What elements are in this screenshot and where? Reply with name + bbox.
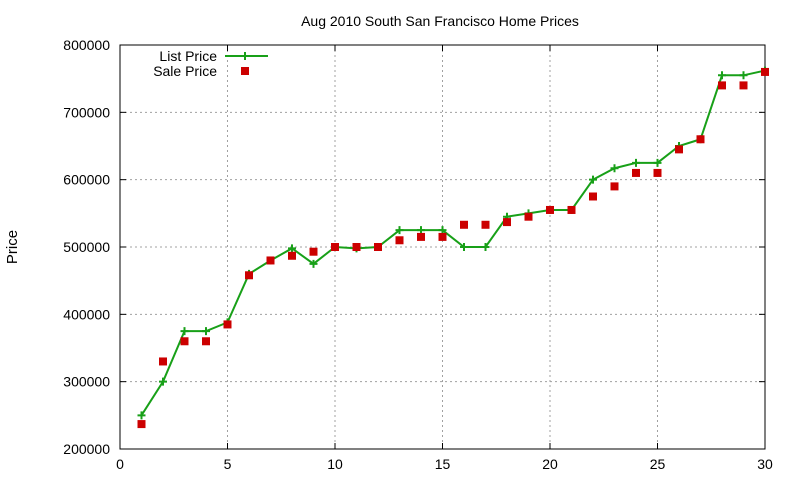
- legend-label-sale-price: Sale Price: [153, 63, 217, 79]
- sale-price-point: [309, 247, 318, 256]
- y-axis-label: Price: [4, 230, 21, 264]
- x-tick-label: 25: [650, 456, 666, 472]
- sale-price-point: [761, 67, 769, 76]
- list-price-point: [589, 175, 597, 184]
- sale-price-point: [546, 205, 554, 214]
- sale-price-point: [417, 232, 425, 241]
- legend: List Price Sale Price: [153, 48, 268, 79]
- list-price-point: [610, 164, 619, 173]
- x-tick-label: 5: [224, 456, 232, 472]
- y-tick-label: 400000: [63, 306, 110, 322]
- chart-title: Aug 2010 South San Francisco Home Prices: [301, 13, 579, 29]
- sale-price-point: [718, 81, 726, 90]
- sale-price-point: [675, 145, 683, 154]
- list-price-point: [395, 226, 404, 235]
- list-price-point: [417, 226, 425, 235]
- sale-price-point: [202, 337, 210, 346]
- legend-marker-list-price: [241, 52, 249, 60]
- grid-lines: [120, 45, 765, 449]
- y-tick-label: 300000: [63, 374, 110, 390]
- x-tick-label: 30: [757, 456, 773, 472]
- y-tick-label: 700000: [63, 104, 110, 120]
- sale-price-point: [266, 256, 275, 265]
- sale-price-point: [524, 212, 533, 221]
- list-price-point: [438, 226, 447, 235]
- sale-price-point: [610, 182, 619, 191]
- sale-price-point: [352, 243, 361, 251]
- sale-price-point: [159, 357, 167, 366]
- list-price-point: [632, 158, 640, 167]
- list-price-point: [718, 71, 726, 80]
- sale-price-point: [696, 135, 705, 144]
- list-price-point: [653, 158, 662, 167]
- x-tick-label: 20: [542, 456, 558, 472]
- sale-price-point: [374, 243, 382, 251]
- axis-ticks: 0 5 10 15 20 25 30 200000 300000 400000 500000 6000…: [63, 37, 773, 472]
- sale-price-point: [438, 232, 447, 241]
- list-price-point: [137, 411, 146, 420]
- sale-price-point: [245, 271, 253, 280]
- list-price-point: [180, 327, 189, 336]
- x-tick-label: 15: [435, 456, 451, 472]
- sale-price-point: [589, 192, 597, 201]
- sale-price-point: [653, 168, 662, 177]
- legend-label-list-price: List Price: [159, 48, 217, 64]
- sale-price-point: [503, 218, 511, 227]
- sale-price-point: [180, 337, 189, 346]
- list-price-point: [288, 244, 296, 253]
- list-price-point: [309, 259, 318, 268]
- x-tick-label: 0: [116, 456, 124, 472]
- sale-price-point: [632, 168, 640, 177]
- sale-price-point: [739, 81, 748, 90]
- y-tick-label: 800000: [63, 37, 110, 53]
- sale-price-point: [395, 236, 404, 245]
- list-price-point: [202, 327, 210, 336]
- sale-price-point: [137, 420, 146, 429]
- sale-price-point: [223, 320, 232, 329]
- sale-price-point: [567, 205, 576, 214]
- list-price-line: [140, 69, 766, 416]
- legend-marker-sale-price: [241, 67, 249, 75]
- sale-price-point: [481, 220, 490, 229]
- y-tick-label: 200000: [63, 441, 110, 457]
- list-price-point: [460, 243, 468, 251]
- sale-price-point: [288, 251, 296, 260]
- y-tick-label: 600000: [63, 172, 110, 188]
- y-tick-label: 500000: [63, 239, 110, 255]
- sale-price-point: [331, 243, 339, 251]
- x-tick-label: 10: [327, 456, 343, 472]
- list-price-point: [481, 243, 490, 251]
- sale-price-point: [460, 220, 468, 229]
- list-price-point: [739, 71, 748, 80]
- series-layer: [137, 66, 769, 429]
- list-price-point: [159, 377, 167, 386]
